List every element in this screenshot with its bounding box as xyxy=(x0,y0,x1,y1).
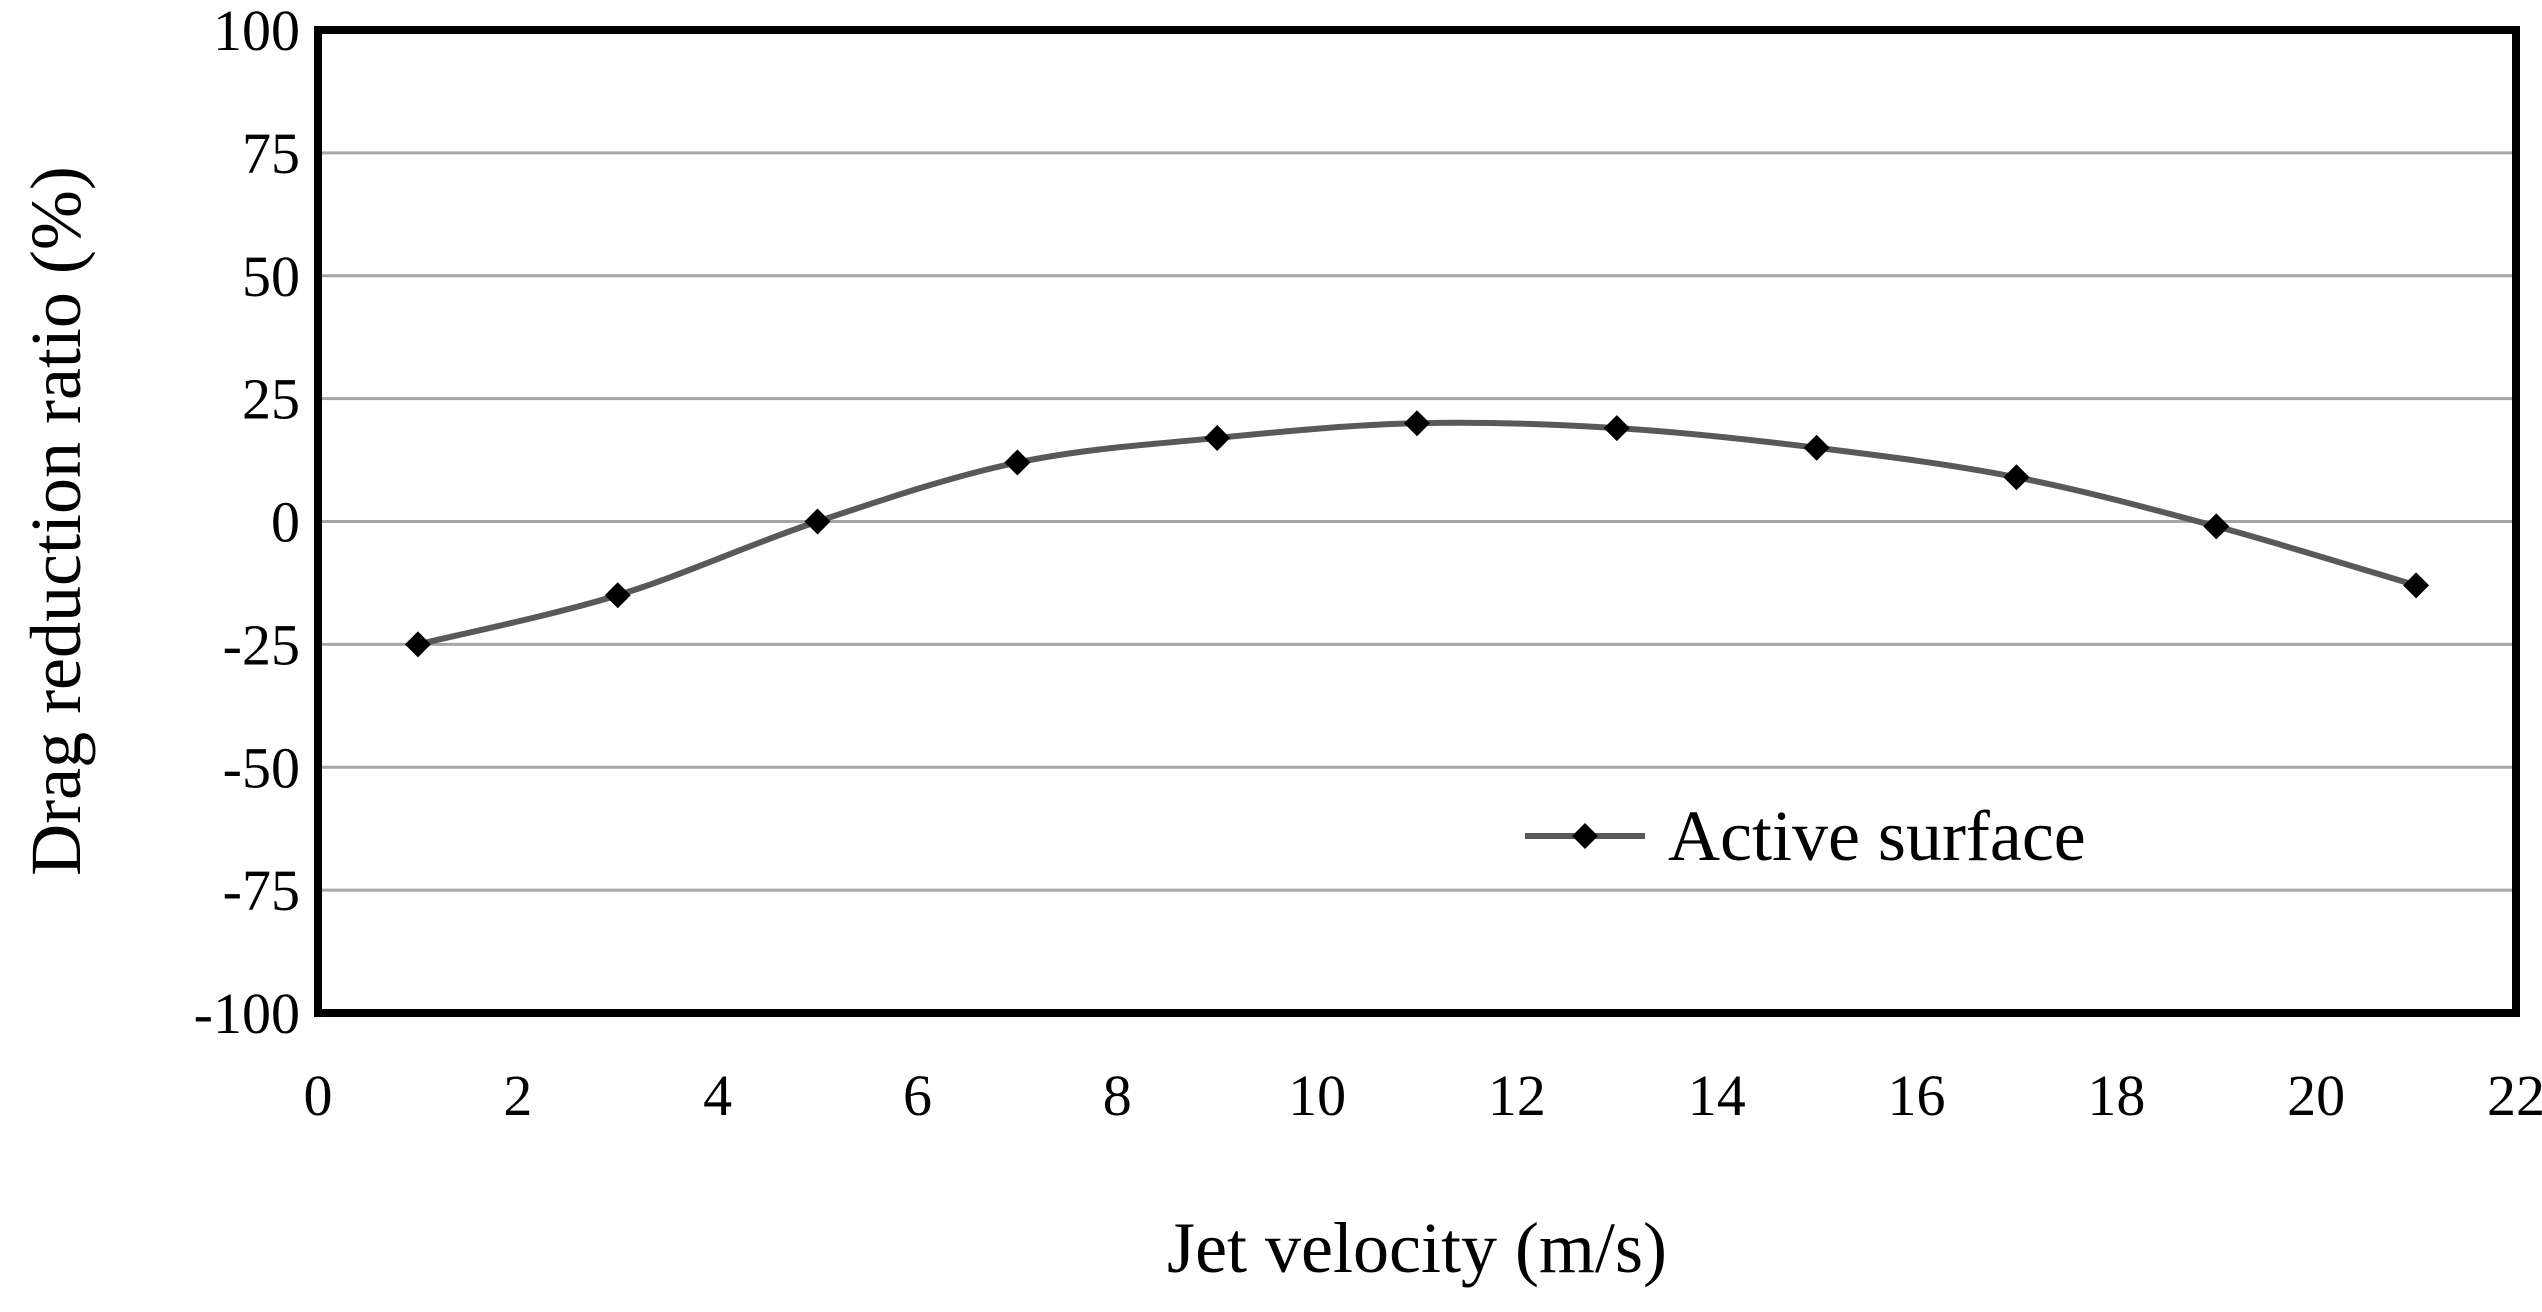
data-point-0-6 xyxy=(1603,415,1630,442)
y-tick-label-0: 100 xyxy=(213,0,300,63)
gridlines xyxy=(318,151,2516,892)
y-axis-title: Drag reduction ratio (%) xyxy=(16,166,96,876)
y-tick-label-8: -100 xyxy=(194,981,300,1046)
x-tick-label-8: 16 xyxy=(1888,1063,1946,1128)
data-point-0-4 xyxy=(1204,424,1231,451)
legend-label-0: Active surface xyxy=(1668,796,2086,876)
y-tick-label-2: 50 xyxy=(242,244,300,309)
y-tick-label-7: -75 xyxy=(223,858,300,923)
y-tick-label-6: -50 xyxy=(223,735,300,800)
x-tick-label-9: 18 xyxy=(2087,1063,2145,1128)
legend-marker-0 xyxy=(1572,823,1598,849)
x-tick-label-10: 20 xyxy=(2287,1063,2345,1128)
x-tick-label-0: 0 xyxy=(304,1063,333,1128)
series-layer xyxy=(404,410,2430,658)
y-tick-label-3: 25 xyxy=(242,367,300,432)
y-tick-label-1: 75 xyxy=(242,121,300,186)
x-tick-label-4: 8 xyxy=(1103,1063,1132,1128)
x-tick-label-6: 12 xyxy=(1488,1063,1546,1128)
y-axis-tick-labels: 100 75 50 25 0 -25 -50 -75 -100 xyxy=(194,0,300,1046)
x-tick-label-2: 4 xyxy=(703,1063,732,1128)
data-point-0-2 xyxy=(804,508,831,535)
data-point-0-8 xyxy=(2003,464,2030,491)
data-point-0-9 xyxy=(2203,513,2230,540)
data-point-0-5 xyxy=(1404,410,1430,437)
x-axis-tick-labels: 0 2 4 6 8 10 12 14 16 18 20 22 xyxy=(304,1063,2542,1128)
x-tick-label-7: 14 xyxy=(1688,1063,1746,1128)
plot-area-frame xyxy=(314,26,2520,1017)
x-tick-label-1: 2 xyxy=(503,1063,532,1128)
x-tick-label-5: 10 xyxy=(1288,1063,1346,1128)
x-tick-label-3: 6 xyxy=(903,1063,932,1128)
x-axis-title: Jet velocity (m/s) xyxy=(1167,1208,1667,1288)
data-point-0-3 xyxy=(1004,449,1031,476)
series-line-0 xyxy=(417,419,2417,648)
data-point-0-1 xyxy=(604,582,631,609)
data-point-0-10 xyxy=(2403,572,2430,599)
y-tick-label-5: -25 xyxy=(223,612,300,677)
y-tick-label-4: 0 xyxy=(271,490,300,555)
data-point-0-7 xyxy=(1803,434,1830,461)
legend: Active surface xyxy=(1525,796,2086,876)
x-tick-label-11: 22 xyxy=(2487,1063,2542,1128)
data-point-0-0 xyxy=(404,631,431,658)
